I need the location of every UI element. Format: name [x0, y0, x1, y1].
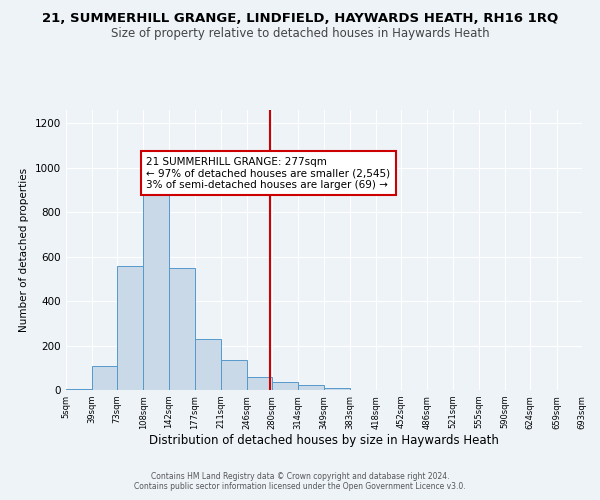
Text: 21 SUMMERHILL GRANGE: 277sqm
← 97% of detached houses are smaller (2,545)
3% of : 21 SUMMERHILL GRANGE: 277sqm ← 97% of de… [146, 156, 391, 190]
Bar [247, 376, 272, 390]
Bar [143, 186, 169, 390]
Text: Contains public sector information licensed under the Open Government Licence v3: Contains public sector information licen… [134, 482, 466, 491]
Bar [91, 366, 117, 390]
Text: Size of property relative to detached houses in Haywards Heath: Size of property relative to detached ho… [110, 28, 490, 40]
Bar [66, 389, 91, 390]
Y-axis label: Number of detached properties: Number of detached properties [19, 168, 29, 332]
Text: Contains HM Land Registry data © Crown copyright and database right 2024.: Contains HM Land Registry data © Crown c… [151, 472, 449, 481]
Bar [272, 382, 298, 390]
Bar [169, 268, 195, 390]
Bar [117, 266, 143, 390]
Bar [221, 360, 247, 390]
Bar [195, 339, 221, 390]
Text: 21, SUMMERHILL GRANGE, LINDFIELD, HAYWARDS HEATH, RH16 1RQ: 21, SUMMERHILL GRANGE, LINDFIELD, HAYWAR… [42, 12, 558, 26]
Bar [324, 388, 349, 390]
X-axis label: Distribution of detached houses by size in Haywards Heath: Distribution of detached houses by size … [149, 434, 499, 448]
Bar [298, 385, 324, 390]
